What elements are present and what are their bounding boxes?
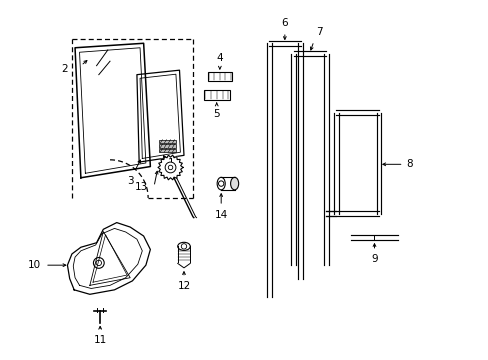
- Text: 13: 13: [135, 182, 148, 192]
- Text: 12: 12: [177, 281, 190, 291]
- Text: 9: 9: [370, 254, 377, 264]
- FancyBboxPatch shape: [159, 140, 176, 143]
- Ellipse shape: [230, 177, 238, 190]
- Text: 2: 2: [61, 64, 67, 74]
- FancyBboxPatch shape: [159, 149, 176, 152]
- Text: 7: 7: [316, 27, 322, 37]
- Text: 11: 11: [93, 335, 106, 345]
- Circle shape: [165, 162, 176, 173]
- Text: 3: 3: [126, 176, 133, 185]
- FancyBboxPatch shape: [159, 144, 176, 148]
- Text: 5: 5: [213, 109, 220, 119]
- Text: 14: 14: [214, 210, 227, 220]
- Text: 1: 1: [168, 158, 175, 168]
- Polygon shape: [158, 155, 183, 180]
- Text: 6: 6: [281, 18, 287, 28]
- Ellipse shape: [217, 177, 225, 190]
- Text: 4: 4: [216, 53, 223, 63]
- Text: 8: 8: [405, 159, 412, 169]
- Text: 10: 10: [27, 260, 41, 270]
- Circle shape: [218, 181, 224, 186]
